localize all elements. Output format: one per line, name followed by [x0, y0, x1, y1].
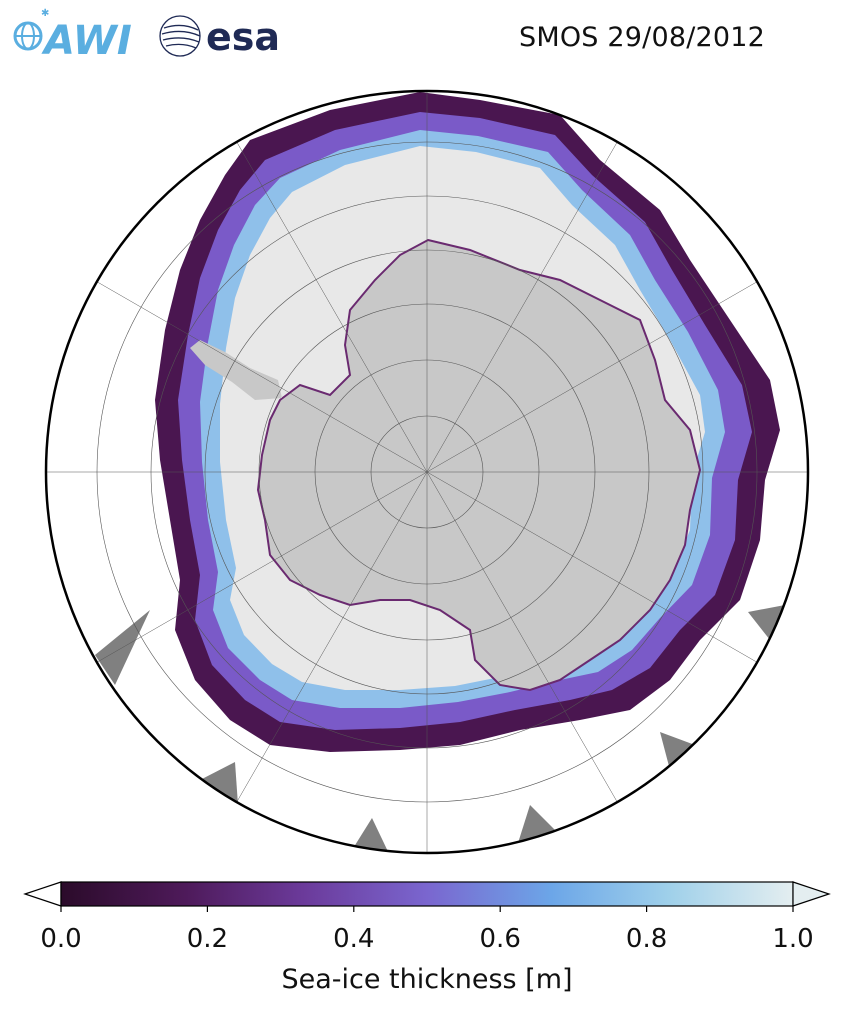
meridians [46, 91, 808, 853]
colorbar [23, 881, 831, 912]
colorbar-tick-label: 0.6 [479, 924, 521, 954]
svg-text:✱: ✱ [41, 8, 49, 19]
missing-data-wedge [518, 805, 555, 843]
colorbar-tick-label: 1.0 [772, 924, 814, 954]
colorbar-tick-label: 0.0 [40, 924, 82, 954]
esa-emblem [159, 15, 201, 57]
antarctic-peninsula [190, 340, 282, 400]
missing-data-wedge [660, 732, 695, 770]
esa-logo-text: esa [206, 15, 280, 59]
map-title: SMOS 29/08/2012 [519, 22, 766, 53]
colorbar-tick-label: 0.4 [333, 924, 375, 954]
missing-data-wedge [200, 762, 238, 805]
map-boundary [44, 89, 810, 855]
colorbar-tick-label: 0.2 [186, 924, 229, 954]
colorbar-extend-high [792, 881, 831, 907]
colorbar-gradient [60, 881, 794, 907]
colorbar-extend-low [23, 881, 62, 907]
awi-logo: ✱ AWI [13, 8, 132, 62]
esa-logo: esa [159, 15, 280, 59]
missing-data-wedge [748, 605, 785, 640]
antarctica-land [256, 238, 702, 692]
colorbar-label: Sea-ice thickness [m] [281, 964, 573, 995]
polar-map [44, 89, 810, 855]
awi-logo-text: AWI [41, 18, 132, 62]
colorbar-tick-label: 0.8 [625, 924, 668, 954]
